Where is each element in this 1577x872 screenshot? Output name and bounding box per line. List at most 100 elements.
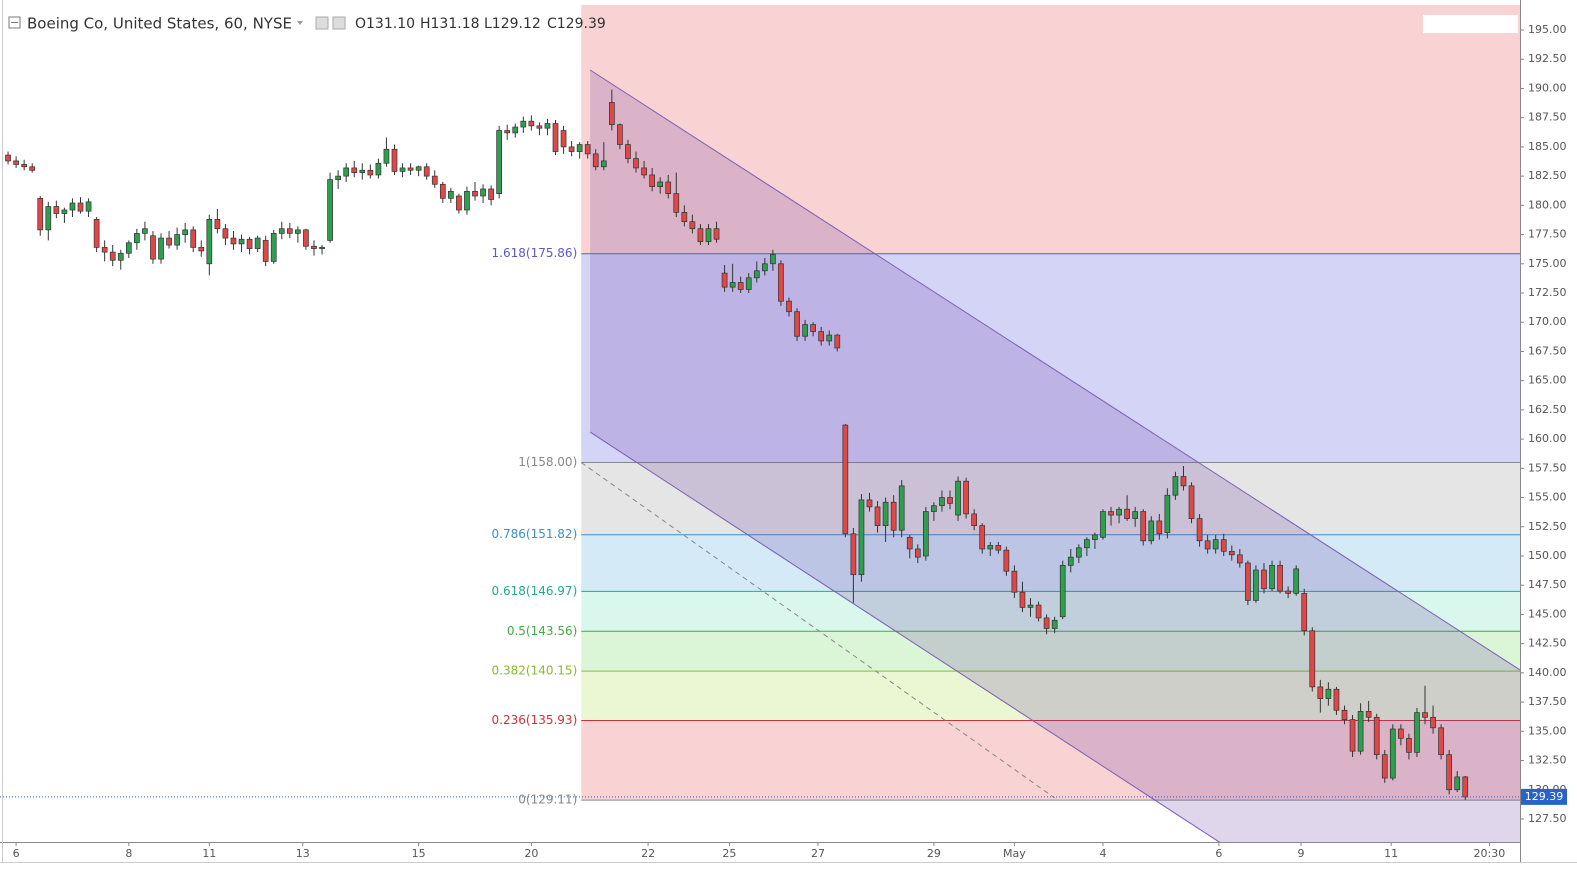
y-tick-label: 152.50 [1528,520,1567,533]
candle-body [906,536,913,550]
candle-body [222,228,229,239]
candle-body [1019,591,1026,608]
fib-band [581,631,1520,672]
y-tick-label: 157.50 [1528,461,1567,474]
candle-body [37,197,44,231]
candle-body [802,324,808,337]
candle-body [641,167,647,176]
candle-body [1092,534,1098,540]
x-tick-label: 4 [1099,847,1106,860]
eye-icon[interactable] [315,16,329,30]
plot-area: 1.618(175.86) 1(158.00) 0.786(151.82) 0.618… [0,5,1521,843]
x-tick-label: 20:30 [1474,847,1506,860]
candle-body [496,130,503,194]
candle-body [238,238,245,245]
fib-level-label: 0(129.11) [518,793,577,807]
candle-body [1116,508,1122,516]
x-tick-label: 11 [202,847,216,860]
candle-body [858,499,865,576]
candle-body [246,238,253,249]
trend-line [580,462,1055,799]
candle-body [464,190,470,211]
candle-body [174,234,180,246]
candle-body [335,175,341,180]
candle-body [761,263,768,272]
y-tick-label: 172.50 [1528,286,1567,299]
candle-body [13,160,19,165]
y-tick-label: 160.00 [1528,432,1567,445]
candle-body [810,324,816,332]
candle-body [1228,550,1235,556]
y-tick-label: 190.00 [1528,81,1567,94]
candle-body [1245,562,1251,601]
candle-body [1422,712,1428,718]
candle-body [480,188,486,197]
fib-level-label: 0.236(135.93) [492,713,578,727]
candle-body [544,123,551,129]
candle-body [939,497,945,507]
y-tick-label: 145.00 [1528,607,1567,620]
candle-body [979,525,986,550]
x-tick-label: May [1003,847,1026,860]
candle-body [931,505,937,512]
candle-body [1438,727,1444,756]
y-tick-label: 192.50 [1528,52,1567,65]
candle-body [254,237,261,249]
candle-body [431,175,438,185]
candle-body [657,181,664,187]
y-tick-label: 140.00 [1528,666,1567,679]
candle-body [1108,511,1114,516]
x-tick-label: 25 [722,847,736,860]
candle-body [617,124,623,145]
candle-body [142,228,148,234]
candle-body [681,212,688,223]
last-price-tag [1521,788,1567,805]
candle-body [1414,712,1420,753]
candle-body [407,167,414,171]
y-tick-label: 195.00 [1528,23,1567,36]
candle-body [1293,568,1300,594]
candle-body [592,153,599,168]
y-tick-label: 135.00 [1528,724,1567,737]
candle-body [713,228,720,240]
ohlc-close: C129.39 [547,16,606,32]
fib-level-label: 0.5(143.56) [507,624,577,638]
candle-body [1011,570,1018,593]
candle-body [1381,754,1388,779]
fib-band [581,591,1520,632]
dropdown-arrow[interactable] [297,21,303,25]
candle-body [69,202,76,211]
symbol-title[interactable]: Boeing Co, United States, 60, NYSE [27,15,292,33]
candle-body [125,242,132,254]
candle-body [85,201,92,212]
fib-band [581,462,1520,535]
collapse-button[interactable] [8,16,21,29]
candle-body [834,334,841,349]
channel-fill [590,69,1520,843]
settings-icon[interactable] [332,16,346,30]
candle-body [1269,564,1275,590]
candle-body [874,506,881,526]
x-tick-label: 9 [1298,847,1305,860]
candle-body [1148,520,1155,542]
y-tick-label: 177.50 [1528,228,1567,241]
candle-body [649,174,655,187]
candle-body [504,130,511,134]
candle-body [1140,511,1147,542]
candle-body [359,169,366,173]
candle-body [29,166,36,171]
candle-body [1236,554,1243,564]
candle-body [1220,539,1227,552]
y-tick-label: 165.00 [1528,374,1567,387]
candle-body [794,311,800,337]
candle-body [1075,547,1082,558]
candle-body [568,146,575,152]
candle-body [625,144,631,159]
candle-body [1333,688,1340,711]
x-tick-label: 27 [811,847,825,860]
candle-body [955,480,961,516]
candle-body [552,123,559,152]
candle-body [343,167,350,177]
channel-line [589,69,1521,671]
